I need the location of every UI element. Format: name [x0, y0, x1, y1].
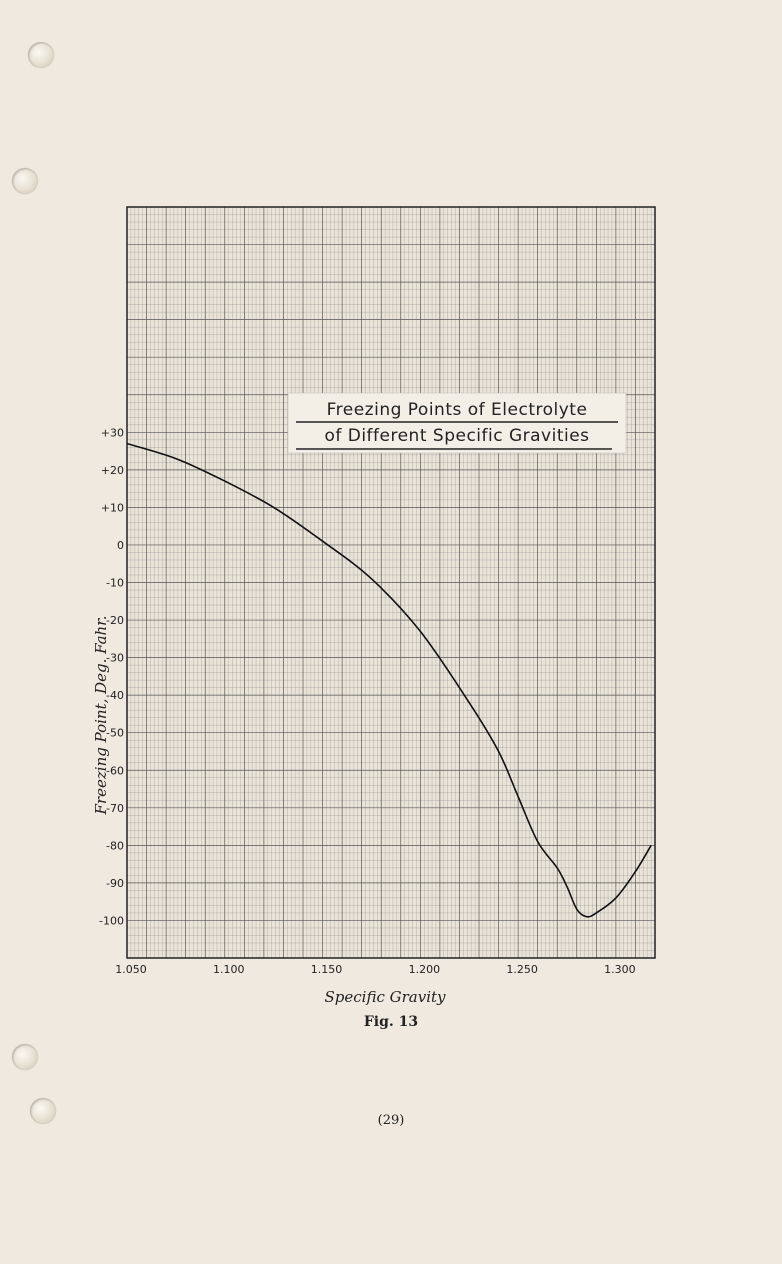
y-tick-label: -70 — [106, 802, 124, 815]
chart-title-line-2: of Different Specific Gravities — [324, 426, 589, 446]
y-tick-label: +30 — [101, 426, 124, 439]
binder-hole-2 — [12, 168, 38, 194]
y-tick-label: -80 — [106, 839, 124, 852]
y-axis-ticks: +30 +20 +10 0 -10 -20 -30 -40 -50 -60 -70 -80 -90 -10… — [99, 426, 124, 927]
y-tick-label: +20 — [101, 464, 124, 477]
y-tick-label: -30 — [106, 652, 124, 665]
x-tick-label: 1.050 — [115, 963, 147, 976]
x-tick-label: 1.250 — [506, 963, 538, 976]
y-tick-label: -60 — [106, 764, 124, 777]
y-tick-label: -20 — [106, 614, 124, 627]
y-tick-label: -100 — [99, 914, 124, 927]
y-tick-label: -40 — [106, 689, 124, 702]
binder-hole-4 — [30, 1098, 56, 1124]
x-axis-ticks: 1.050 1.100 1.150 1.200 1.250 1.300 — [115, 963, 635, 976]
x-tick-label: 1.150 — [311, 963, 343, 976]
x-tick-label: 1.200 — [409, 963, 441, 976]
y-tick-label: 0 — [117, 539, 124, 552]
binder-hole-3 — [12, 1044, 38, 1070]
x-tick-label: 1.100 — [213, 963, 245, 976]
y-tick-label: -90 — [106, 877, 124, 890]
chart-title-box: Freezing Points of Electrolyte of Differ… — [287, 392, 627, 454]
plot-border — [126, 206, 656, 959]
figure-caption: Fig. 13 — [363, 1014, 419, 1030]
binder-hole-1 — [28, 42, 54, 68]
grid-major-lines — [126, 206, 656, 959]
y-axis-title: Freezing Point, Deg. Fahr. — [92, 616, 110, 816]
y-tick-label: +10 — [101, 501, 124, 514]
x-axis-title: Specific Gravity — [325, 988, 447, 1006]
x-tick-label: 1.300 — [604, 963, 636, 976]
y-tick-label: -10 — [106, 577, 124, 590]
series-line-freezing-point — [126, 442, 652, 918]
chart-title-line-1: Freezing Points of Electrolyte — [327, 400, 588, 420]
page-number: (29) — [377, 1113, 405, 1128]
y-tick-label: -50 — [106, 727, 124, 740]
